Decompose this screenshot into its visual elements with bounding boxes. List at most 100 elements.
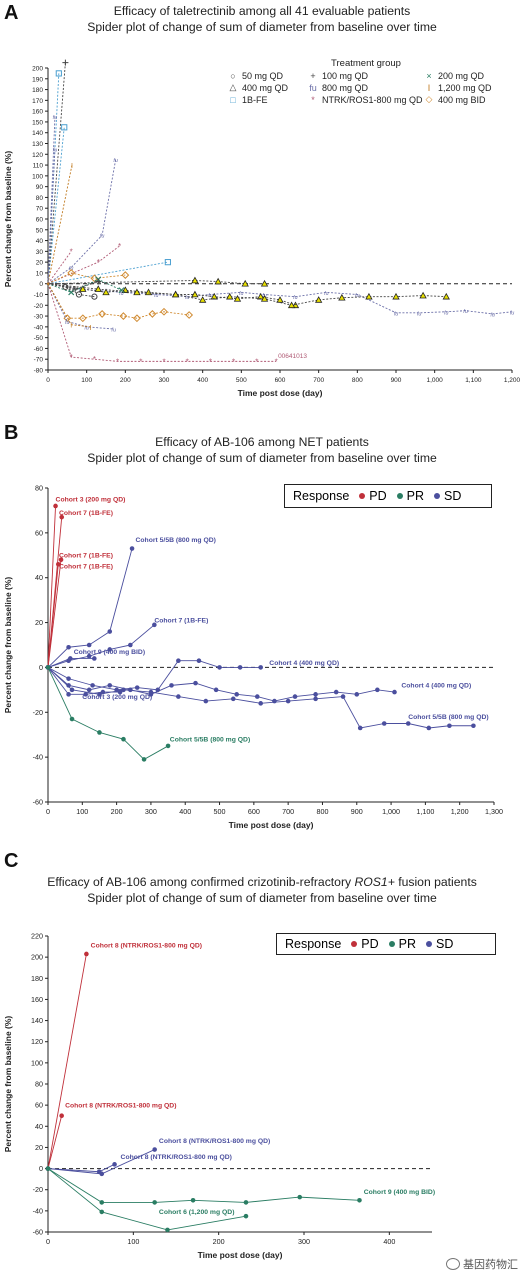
data-point [144, 288, 153, 296]
series-line [47, 1115, 63, 1169]
cohort-label: Cohort 4 (400 mg QD) [269, 660, 339, 667]
dot-icon [396, 493, 403, 499]
data-point [83, 692, 89, 697]
panel-letter: C [4, 850, 19, 872]
y-tick-label: -20 [33, 708, 43, 717]
y-tick-label: -40 [34, 324, 44, 331]
legend-item-label: PD [361, 937, 379, 951]
data-point [55, 70, 62, 77]
y-tick-label: 120 [31, 1037, 43, 1046]
fu-icon: fu [309, 82, 317, 93]
data-point [86, 687, 92, 693]
data-point [66, 692, 71, 697]
legend-item-label: PD [369, 489, 387, 503]
data-point [152, 1147, 157, 1152]
data-point [68, 656, 73, 661]
data-point: fu [239, 291, 244, 297]
data-point: fu [444, 310, 449, 316]
legend-item-label: 200 mg QD [438, 71, 485, 81]
data-point [98, 310, 107, 318]
data-point [297, 1194, 303, 1200]
series-line [47, 281, 99, 290]
series-line [47, 283, 114, 330]
data-point [169, 683, 174, 688]
data-point: * [93, 355, 96, 364]
data-point: fu [463, 309, 468, 315]
cohort-label: Cohort 4 (400 mg QD) [401, 683, 471, 690]
data-point: * [232, 357, 235, 366]
series-line [47, 505, 56, 668]
data-point [243, 1213, 249, 1219]
series-line [47, 660, 261, 691]
y-tick-label: 20 [35, 618, 43, 627]
data-point [165, 1227, 170, 1233]
data-point: fu [510, 310, 515, 316]
asterisk-icon: * [311, 94, 315, 105]
legend-item: PD [351, 937, 379, 951]
y-tick-label: 30 [36, 249, 44, 256]
y-tick-label: 60 [36, 217, 44, 224]
x-tick-label: 1,000 [382, 807, 400, 816]
legend-item-label: 1B-FE [242, 94, 268, 105]
x-tick-label: 400 [197, 377, 208, 384]
data-point [375, 687, 380, 693]
data-point: * [275, 357, 278, 366]
y-tick-label: 110 [33, 163, 44, 170]
y-tick-label: -20 [34, 303, 44, 310]
data-point [102, 288, 110, 296]
y-axis-label: Percent change from baseline (%) [3, 151, 13, 288]
data-point [79, 285, 87, 292]
panel-c: C Efficacy of AB-106 among confirmed cri… [0, 840, 524, 1280]
data-point [357, 725, 363, 731]
cohort-label: Cohort 3 (200 mg QD) [82, 694, 152, 701]
data-point [107, 683, 113, 688]
data-point [365, 292, 373, 300]
data-point [176, 694, 181, 699]
series-line [47, 159, 117, 285]
series-line [47, 251, 72, 284]
data-point [148, 310, 157, 318]
data-point [165, 743, 171, 749]
cohort-label: Cohort 8 (NTRK/ROS1-800 mg QD) [91, 943, 202, 950]
x-tick-label: 1,100 [416, 807, 434, 816]
dot-icon [388, 941, 395, 947]
plus-icon: + [310, 71, 316, 81]
data-point: fu [84, 325, 89, 331]
series-line [47, 116, 56, 284]
y-tick-label: 60 [35, 528, 43, 537]
y-tick-label: 200 [32, 66, 43, 73]
x-tick-label: 0 [46, 807, 50, 816]
title-line-1: Efficacy of AB-106 among NET patients [155, 435, 369, 449]
capital-i-icon: I [427, 82, 431, 93]
data-point [405, 721, 411, 726]
panel-a: A Efficacy of taletrectinib among all 41… [0, 0, 524, 410]
y-tick-label: -60 [33, 798, 43, 807]
x-tick-label: 700 [313, 377, 324, 384]
data-point: * [162, 357, 165, 366]
data-point [78, 314, 87, 323]
data-point [285, 698, 291, 704]
x-tick-label: 1,000 [427, 377, 444, 384]
data-point [191, 290, 199, 298]
y-tick-label: 60 [35, 1101, 43, 1110]
data-point [152, 1200, 157, 1205]
y-tick-label: 0 [39, 663, 43, 672]
data-point [447, 723, 452, 729]
data-point [392, 292, 400, 300]
y-tick-label: -20 [33, 1185, 43, 1194]
data-point: * [209, 357, 212, 366]
x-tick-label: 900 [391, 377, 402, 384]
dot-icon [359, 493, 366, 499]
y-axis-label: Percent change from baseline (%) [3, 1016, 13, 1153]
x-tick-label: 100 [127, 1237, 139, 1246]
data-point: fu [490, 312, 495, 318]
square-icon: □ [230, 94, 236, 105]
panel-title: Efficacy of taletrectinib among all 41 e… [0, 3, 524, 35]
data-point [313, 692, 318, 697]
x-tick-label: 400 [383, 1237, 395, 1246]
legend-grid: ○ 50 mg QD +100 mg QD × 200 mg QD △ 400 mg QD f… [228, 71, 504, 105]
data-point [61, 124, 68, 131]
x-tick-label: 200 [213, 1237, 225, 1246]
spider-plot-a: 0 100 200 300 400 500 600 700 800 900 1,000 1,100 1,… [3, 59, 521, 398]
data-point [185, 311, 194, 319]
